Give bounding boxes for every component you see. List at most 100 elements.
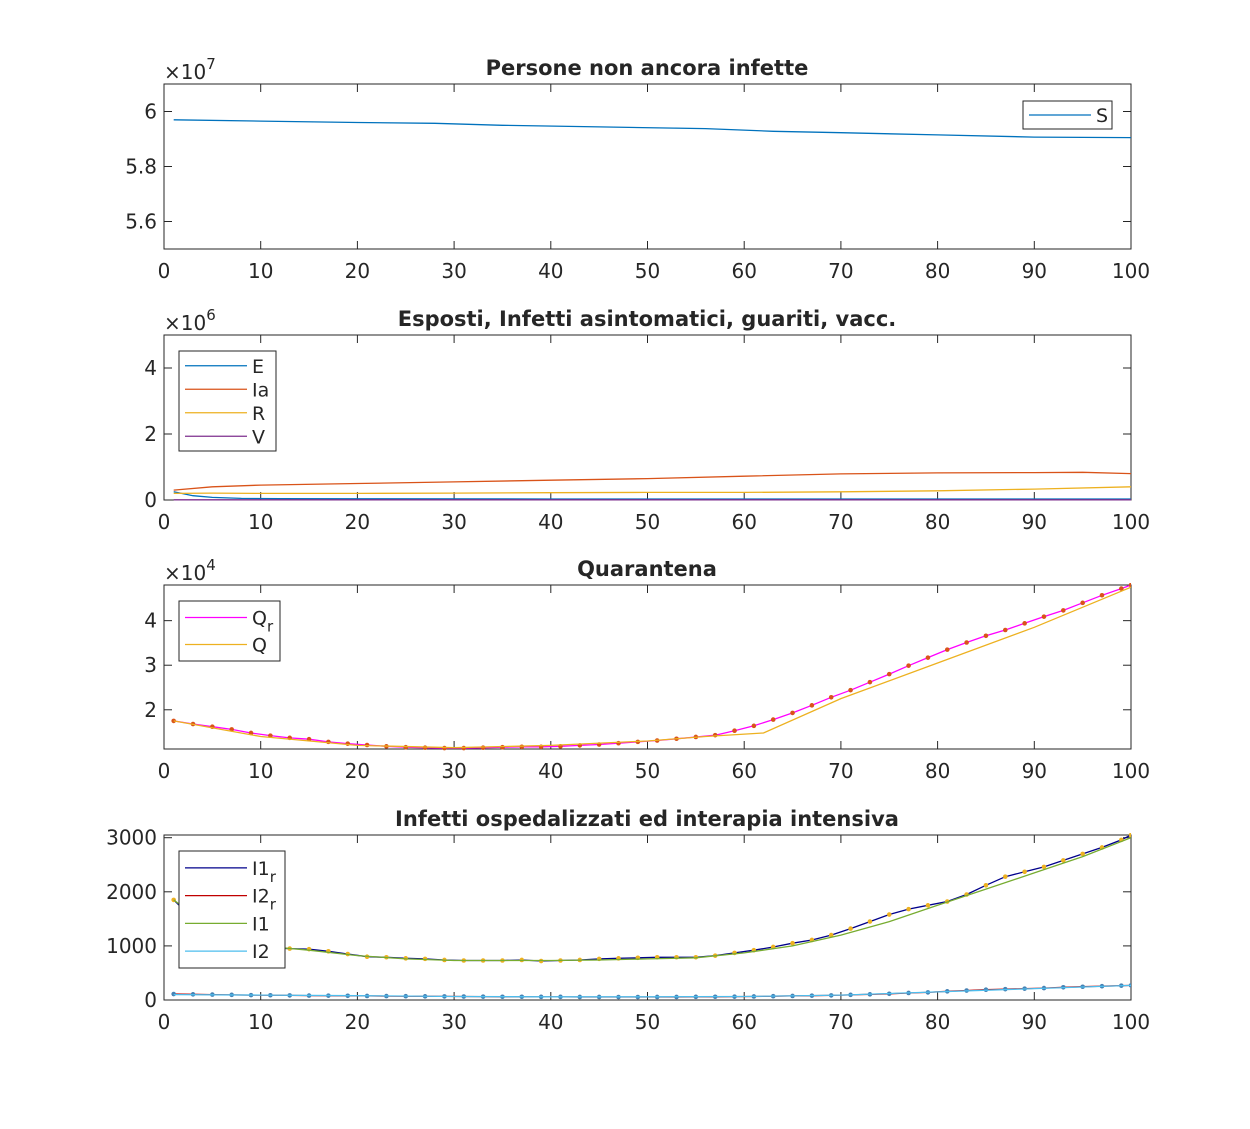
data-point xyxy=(732,728,737,734)
y-tick-label: 3 xyxy=(144,653,157,677)
series-line-s xyxy=(173,119,1131,139)
data-point xyxy=(828,695,834,700)
data-point xyxy=(1002,874,1008,879)
x-tick-label: 100 xyxy=(1112,759,1150,783)
x-tick-label: 20 xyxy=(345,259,370,283)
series-group xyxy=(171,833,1131,1000)
x-tick-label: 10 xyxy=(248,259,273,283)
legend-label: I1r xyxy=(252,858,277,886)
x-tick-label: 10 xyxy=(248,510,273,534)
x-tick-label: 50 xyxy=(635,510,660,534)
panel-4-title: Infetti ospedalizzati ed interapia inten… xyxy=(395,807,899,831)
x-tick-label: 0 xyxy=(158,510,171,534)
x-tick-label: 40 xyxy=(538,510,563,534)
y-tick-label: 2 xyxy=(144,422,157,446)
data-point xyxy=(1022,869,1027,875)
legend-label-text: V xyxy=(252,426,265,448)
legend-label-subscript: r xyxy=(270,896,277,914)
x-tick-label: 90 xyxy=(1022,259,1047,283)
data-point xyxy=(906,663,911,668)
data-point xyxy=(886,912,892,917)
y-tick-label: 4 xyxy=(144,609,157,633)
legend-box xyxy=(178,850,286,969)
series-line-e xyxy=(173,491,1131,500)
data-point xyxy=(964,640,969,645)
data-point xyxy=(983,633,989,639)
data-point xyxy=(1002,627,1008,633)
legend: QrQ xyxy=(178,600,281,662)
x-tick-label: 60 xyxy=(731,1010,756,1034)
panel-1-exponent: ×107 xyxy=(164,55,216,84)
legend-label-text: R xyxy=(252,403,265,425)
panel-3: 0 10 20 30 40 50 60 70 80 90 100 2 3 4 QrQ xyxy=(144,583,1150,783)
x-tick-label: 30 xyxy=(441,510,466,534)
x-tick-label: 70 xyxy=(828,1010,853,1034)
legend-label: I1 xyxy=(252,913,270,935)
series-group xyxy=(173,471,1131,501)
legend-label: Ia xyxy=(252,379,269,401)
legend-label-text: E xyxy=(252,356,264,378)
legend-label-text: Q xyxy=(252,635,267,657)
legend: S xyxy=(1022,100,1113,130)
legend-label: E xyxy=(252,356,264,378)
x-tick-label: 80 xyxy=(925,510,950,534)
x-tick-label: 50 xyxy=(635,759,660,783)
y-tick-label: 2 xyxy=(144,698,157,722)
x-tick-label: 70 xyxy=(828,259,853,283)
x-tick-label: 10 xyxy=(248,1010,273,1034)
plot-area xyxy=(163,334,1132,501)
data-point xyxy=(867,919,873,924)
legend-label-text: I1 xyxy=(252,858,270,880)
legend-label-subscript: r xyxy=(270,868,277,886)
x-tick-label: 80 xyxy=(925,759,950,783)
panel-1-title: Persone non ancora infette xyxy=(486,56,809,80)
x-tick-label: 20 xyxy=(345,1010,370,1034)
legend-label: S xyxy=(1096,105,1108,127)
x-tick-label: 100 xyxy=(1112,259,1150,283)
panel-1: 0 10 20 30 40 50 60 70 80 90 100 5.6 5.8 6 S xyxy=(125,83,1150,283)
data-point xyxy=(925,903,931,908)
x-tick-label: 100 xyxy=(1112,1010,1150,1034)
data-point xyxy=(1119,586,1124,591)
data-point xyxy=(1080,851,1085,857)
data-point xyxy=(1061,858,1066,863)
data-point xyxy=(1080,600,1085,606)
legend-label: I2r xyxy=(252,886,277,914)
series-line-q xyxy=(173,586,1131,749)
legend-label-text: I1 xyxy=(252,913,270,935)
y-tick-label: 1000 xyxy=(106,934,157,958)
series-line-r xyxy=(173,486,1131,495)
data-point xyxy=(770,717,776,722)
data-point xyxy=(1128,583,1131,588)
x-tick-label: 10 xyxy=(248,759,273,783)
data-point xyxy=(944,647,950,652)
x-tick-label: 20 xyxy=(345,759,370,783)
data-point xyxy=(848,926,853,931)
panel-4: 0 10 20 30 40 50 60 70 80 90 1000100020003000I1rI2… xyxy=(106,826,1150,1034)
x-tick-label: 70 xyxy=(828,759,853,783)
x-tick-label: 30 xyxy=(441,759,466,783)
data-point xyxy=(790,940,795,946)
x-tick-label: 70 xyxy=(828,510,853,534)
y-tick-label: 5.6 xyxy=(125,210,157,234)
x-tick-label: 40 xyxy=(538,1010,563,1034)
data-point xyxy=(867,679,873,685)
legend-label-subscript: r xyxy=(267,618,274,636)
y-tick-label: 3000 xyxy=(106,826,157,850)
y-tick-label: 5.8 xyxy=(125,155,157,179)
y-tick-label: 4 xyxy=(144,356,157,380)
x-tick-label: 90 xyxy=(1022,510,1047,534)
plot-area xyxy=(163,584,1132,750)
x-tick-label: 100 xyxy=(1112,510,1150,534)
legend-label-text: Q xyxy=(252,608,267,630)
legend-box xyxy=(178,600,281,662)
data-point xyxy=(983,883,989,888)
data-point xyxy=(828,932,834,938)
x-tick-label: 0 xyxy=(158,1010,171,1034)
data-point xyxy=(1099,592,1105,598)
data-point xyxy=(751,723,757,729)
